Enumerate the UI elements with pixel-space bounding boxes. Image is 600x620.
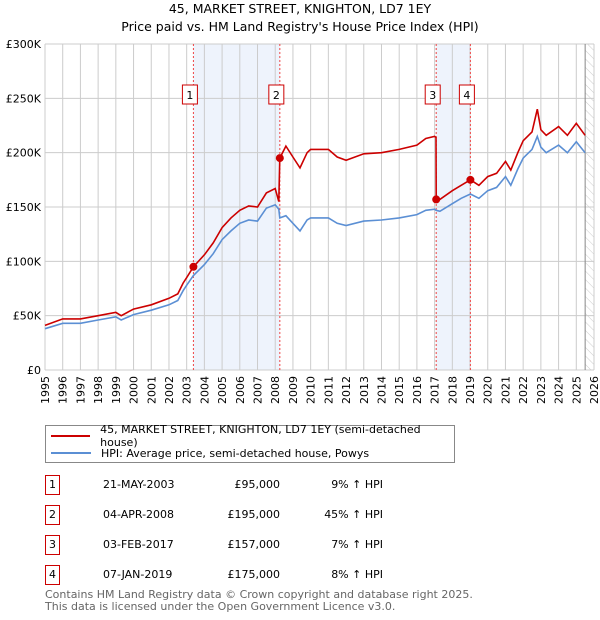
x-tick-label: 1998: [92, 376, 105, 404]
x-tick-label: 2016: [411, 376, 424, 404]
x-tick-label: 2004: [198, 376, 211, 404]
sale-label: 3: [429, 89, 436, 102]
x-tick-label: 2000: [128, 376, 141, 404]
legend-swatch-hpi: [51, 452, 91, 454]
transaction-hpi-change: 7% ↑ HPI: [331, 538, 383, 551]
x-tick-label: 2021: [499, 376, 512, 404]
legend: 45, MARKET STREET, KNIGHTON, LD7 1EY (se…: [45, 423, 455, 463]
y-tick-label: £300K: [6, 38, 42, 51]
x-tick-label: 2013: [358, 376, 371, 404]
series-line-hpi: [44, 134, 586, 330]
x-tick-label: 2003: [181, 376, 194, 404]
footer-licence: This data is licensed under the Open Gov…: [45, 600, 396, 613]
sale-point: [189, 262, 198, 271]
sale-point: [432, 195, 441, 204]
transaction-date: 03-FEB-2017: [103, 538, 174, 551]
x-tick-label: 2022: [517, 376, 530, 404]
y-tick-label: £50K: [13, 310, 42, 323]
chart-subtitle: Price paid vs. HM Land Registry's House …: [121, 19, 479, 34]
legend-item-property: 45, MARKET STREET, KNIGHTON, LD7 1EY (se…: [46, 423, 454, 449]
transaction-price: £95,000: [234, 478, 281, 491]
legend-label-property: 45, MARKET STREET, KNIGHTON, LD7 1EY (se…: [100, 423, 421, 449]
transaction-hpi-change: 8% ↑ HPI: [331, 568, 383, 581]
x-tick-label: 1995: [39, 376, 52, 404]
x-tick-label: 2011: [322, 376, 335, 404]
series-line-property: [44, 109, 586, 327]
chart-title: 45, MARKET STREET, KNIGHTON, LD7 1EY: [168, 1, 432, 16]
x-tick-label: 2008: [269, 376, 282, 404]
legend-swatch-property: [51, 435, 91, 437]
x-tick-label: 2010: [305, 376, 318, 404]
transaction-number-badge: 1: [45, 475, 60, 495]
transaction-date: 21-MAY-2003: [103, 478, 175, 491]
sale-label: 1: [186, 89, 193, 102]
x-tick-label: 2009: [287, 376, 300, 404]
x-tick-label: 1999: [110, 376, 123, 404]
sale-label-box: [424, 84, 441, 105]
y-tick-label: £150K: [6, 201, 42, 214]
sale-label-box: [268, 84, 285, 105]
transaction-price: £157,000: [227, 538, 281, 551]
transaction-price: £175,000: [227, 568, 281, 581]
x-tick-label: 1996: [57, 376, 70, 404]
x-tick-label: 2023: [535, 376, 548, 404]
transaction-row: 2 04-APR-2008 £195,000 45% ↑ HPI: [45, 505, 465, 525]
transaction-date: 04-APR-2008: [103, 508, 175, 521]
transaction-number-badge: 4: [45, 565, 60, 585]
transaction-date: 07-JAN-2019: [103, 568, 173, 581]
transaction-row: 3 03-FEB-2017 £157,000 7% ↑ HPI: [45, 535, 465, 555]
transaction-row: 4 07-JAN-2019 £175,000 8% ↑ HPI: [45, 565, 465, 585]
y-tick-label: £0: [27, 364, 41, 377]
transaction-price: £195,000: [227, 508, 281, 521]
x-tick-label: 2007: [252, 376, 265, 404]
sale-label-box: [458, 84, 475, 105]
x-tick-label: 2002: [163, 376, 176, 404]
y-tick-label: £100K: [6, 255, 42, 268]
footer-copyright: Contains HM Land Registry data © Crown c…: [45, 588, 473, 601]
sale-point: [466, 175, 475, 184]
x-tick-label: 2026: [588, 376, 600, 404]
sale-label-box: [181, 84, 198, 105]
transaction-hpi-change: 45% ↑ HPI: [324, 508, 383, 521]
transaction-hpi-change: 9% ↑ HPI: [331, 478, 383, 491]
x-tick-label: 1997: [74, 376, 87, 404]
x-tick-label: 2024: [553, 376, 566, 404]
legend-item-hpi: HPI: Average price, semi-detached house,…: [46, 445, 369, 461]
transaction-row: 1 21-MAY-2003 £95,000 9% ↑ HPI: [45, 475, 465, 495]
x-tick-label: 2019: [464, 376, 477, 404]
x-tick-label: 2018: [446, 376, 459, 404]
x-tick-label: 2015: [393, 376, 406, 404]
x-tick-label: 2006: [234, 376, 247, 404]
x-tick-label: 2017: [429, 376, 442, 404]
sale-label: 4: [463, 89, 470, 102]
sale-label: 2: [273, 89, 280, 102]
legend-label-hpi: HPI: Average price, semi-detached house,…: [101, 446, 370, 460]
x-tick-label: 2025: [570, 376, 583, 404]
x-tick-label: 2020: [482, 376, 495, 404]
x-tick-label: 2001: [145, 376, 158, 404]
y-tick-label: £250K: [6, 92, 42, 105]
transaction-number-badge: 3: [45, 535, 60, 555]
x-tick-label: 2012: [340, 376, 353, 404]
price-chart: 1995 1996 1997 1998 1999 2000 2001 2002 2003 2004…: [6, 38, 600, 404]
transaction-number-badge: 2: [45, 505, 60, 525]
x-tick-label: 2014: [375, 376, 388, 404]
y-tick-label: £200K: [6, 147, 42, 160]
x-tick-label: 2005: [216, 376, 229, 404]
sale-point: [275, 154, 284, 163]
